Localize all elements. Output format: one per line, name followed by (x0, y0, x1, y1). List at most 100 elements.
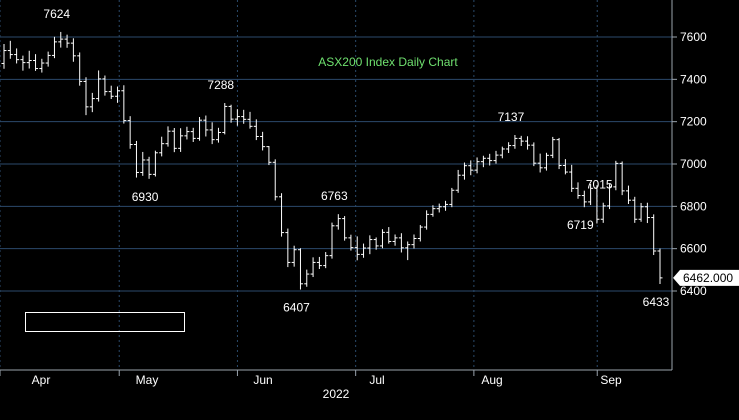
ohlc-bar (197, 117, 203, 141)
ohlc-bar (83, 77, 89, 116)
ohlc-bar (474, 157, 480, 174)
y-tick-label: 7400 (680, 72, 707, 86)
ohlc-bar (569, 164, 575, 192)
ohlc-bar (398, 233, 404, 253)
ohlc-bar (184, 126, 190, 140)
ohlc-bar (543, 152, 549, 171)
ohlc-bar (51, 36, 57, 59)
annotation-label: 6719 (567, 218, 594, 232)
ohlc-bar (20, 55, 26, 71)
ohlc-bar (386, 227, 392, 244)
x-tick-label: Apr (32, 373, 51, 387)
ohlc-bar (499, 146, 505, 159)
ohlc-bar (323, 252, 329, 269)
ohlc-bar (58, 31, 64, 48)
ohlc-bar (222, 103, 228, 135)
ohlc-bar (531, 142, 537, 167)
ohlc-bar (26, 50, 32, 69)
chart-title: ASX200 Index Daily Chart (318, 55, 458, 69)
ohlc-bar (228, 104, 234, 123)
ohlc-bar (272, 159, 278, 201)
ohlc-bar (588, 183, 594, 206)
ohlc-bar (443, 200, 449, 211)
y-tick-label: 6600 (680, 242, 707, 256)
x-tick-label: Aug (481, 373, 502, 387)
ohlc-bar (209, 122, 215, 145)
ohlc-bar (480, 155, 486, 168)
ohlc-bar (493, 150, 499, 164)
x-tick-label: Sep (600, 373, 622, 387)
ohlc-bar (171, 128, 177, 153)
x-tick-label: May (136, 373, 159, 387)
annotation-label: 6763 (321, 189, 348, 203)
ohlc-bar (89, 92, 95, 113)
y-tick-label: 6800 (680, 199, 707, 213)
ohlc-bar (102, 75, 108, 96)
ohlc-bar (379, 229, 385, 249)
last-price-label: 6462.000 (683, 271, 733, 285)
ohlc-bar (424, 210, 430, 230)
ohlc-bar (550, 136, 556, 159)
ohlc-bar (449, 187, 455, 208)
ohlc-bar (260, 131, 266, 151)
ohlc-bar (316, 256, 322, 269)
grid-lines (0, 0, 672, 370)
ohlc-bar (657, 248, 663, 285)
ohlc-bar (335, 214, 341, 230)
ohlc-bar (247, 111, 253, 129)
ohlc-bar (64, 34, 70, 48)
x-tick-label: Jun (253, 373, 272, 387)
ohlc-bar (165, 126, 171, 147)
ohlc-bar (632, 196, 638, 223)
ohlc-bar (430, 205, 436, 217)
ohlc-bar (146, 156, 152, 179)
price-bars (1, 31, 663, 290)
last-price-tag: 6462.000 (673, 269, 739, 286)
ohlc-bar (115, 86, 121, 103)
ohlc-bar (159, 136, 165, 157)
ohlc-bar (133, 140, 139, 178)
ohlc-bar (455, 169, 461, 193)
ohlc-bar (562, 159, 568, 175)
x-axis-label: 2022 (323, 387, 350, 401)
ohlc-bar (7, 40, 13, 59)
ohlc-bar (291, 245, 297, 267)
ohlc-bar (127, 116, 133, 149)
ohlc-bar (354, 236, 360, 261)
ohlc-bar (348, 234, 354, 251)
ohlc-bar (600, 202, 606, 223)
ohlc-bar (405, 241, 411, 261)
ohlc-bar (342, 216, 348, 241)
ohlc-bar (96, 70, 102, 102)
annotation-label: 7137 (498, 110, 525, 124)
y-tick-label: 7600 (680, 30, 707, 44)
ohlc-bar (178, 128, 184, 152)
x-tick-label: Jul (369, 373, 384, 387)
annotation-label: 6433 (643, 295, 670, 309)
price-axis: 6400 6600 6800 7000 7200 7400 7600 (672, 30, 707, 298)
ohlc-bar (285, 228, 291, 268)
ohlc-bar (556, 137, 562, 170)
ohlc-bar (461, 162, 467, 180)
ohlc-bar (651, 214, 657, 256)
last-price-box (673, 269, 739, 286)
ohlc-bar (33, 54, 39, 71)
ohlc-bar (619, 161, 625, 196)
annotation-label: 6407 (283, 301, 310, 315)
y-tick-label: 7200 (680, 115, 707, 129)
ohlc-bar (411, 234, 417, 249)
ohlc-bar (575, 182, 581, 199)
ohlc-bar (253, 119, 259, 141)
ohlc-bar (39, 58, 45, 73)
annotation-label: 7288 (207, 78, 234, 92)
ohlc-bar (373, 237, 379, 250)
ohlc-bar (45, 51, 51, 67)
price-annotations: 7624 6930 7288 6407 6763 7137 7015 6719 6433 (43, 7, 669, 315)
ohlc-bar (152, 150, 158, 177)
ohlc-bar (241, 109, 247, 124)
ohlc-bar (367, 235, 373, 255)
ohlc-bar (644, 202, 650, 224)
ohlc-bar (613, 160, 619, 191)
ohlc-bar (525, 136, 531, 150)
